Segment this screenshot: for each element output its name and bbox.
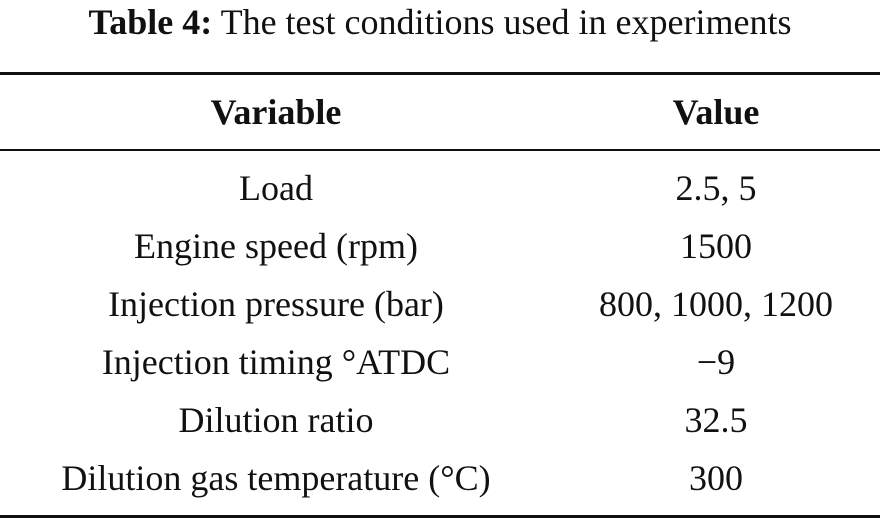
table-row: Dilution ratio 32.5 <box>0 391 880 449</box>
table-row: Load 2.5, 5 <box>0 150 880 217</box>
test-conditions-table: Variable Value Load 2.5, 5 Engine speed … <box>0 72 880 518</box>
table-header: Variable Value <box>0 73 880 150</box>
variable-cell: Injection pressure (bar) <box>108 284 444 324</box>
header-value: Value <box>672 92 760 132</box>
table-caption-text: The test conditions used in experiments <box>220 2 792 42</box>
variable-cell: Injection timing °ATDC <box>101 342 451 382</box>
variable-cell: Load <box>239 168 313 208</box>
table-body: Load 2.5, 5 Engine speed (rpm) 1500 Inje… <box>0 150 880 517</box>
table-row: Injection timing °ATDC −9 <box>0 333 880 391</box>
table-row: Dilution gas temperature (°C) 300 <box>0 449 880 517</box>
value-cell: 2.5, 5 <box>675 168 757 208</box>
value-cell: 800, 1000, 1200 <box>599 284 833 324</box>
variable-cell: Dilution ratio <box>178 400 374 440</box>
variable-cell: Engine speed (rpm) <box>134 226 418 266</box>
table-row: Engine speed (rpm) 1500 <box>0 217 880 275</box>
header-row: Variable Value <box>0 73 880 150</box>
value-cell: 300 <box>689 458 743 498</box>
header-variable: Variable <box>210 92 342 132</box>
table-caption: Table 4: The test conditions used in exp… <box>0 0 880 50</box>
table-row: Injection pressure (bar) 800, 1000, 1200 <box>0 275 880 333</box>
value-cell: −9 <box>696 342 736 382</box>
table-caption-label: Table 4: <box>88 2 213 42</box>
value-cell: 32.5 <box>684 400 748 440</box>
value-cell: 1500 <box>680 226 752 266</box>
variable-cell: Dilution gas temperature (°C) <box>61 458 491 498</box>
